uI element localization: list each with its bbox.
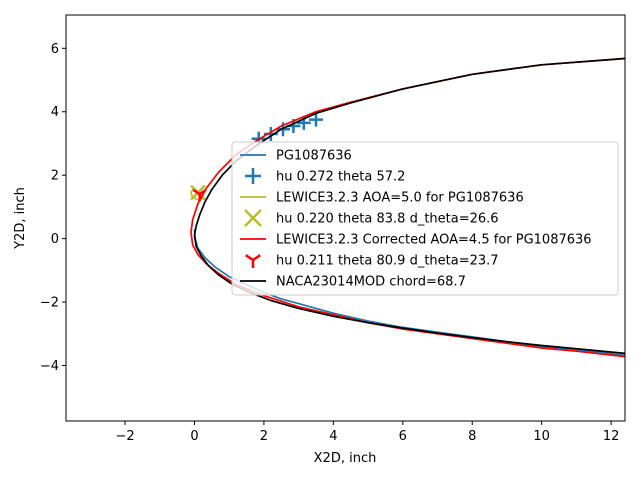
series-6 <box>193 57 625 355</box>
y-axis: −4 −2 0 2 4 6 <box>40 42 66 374</box>
legend-label: LEWICE3.2.3 Corrected AOA=4.5 for PG1087… <box>276 233 592 248</box>
x-tick-label: 8 <box>468 429 476 444</box>
legend-label: hu 0.211 theta 80.9 d_theta=23.7 <box>276 254 499 269</box>
x-tick-label: 6 <box>399 429 407 444</box>
y-tick-label: −2 <box>40 296 59 311</box>
x-tick-label: 10 <box>533 429 550 444</box>
legend-swatch <box>244 209 262 227</box>
y-axis-label: Y2D, inch <box>13 187 28 250</box>
legend-label: LEWICE3.2.3 AOA=5.0 for PG1087636 <box>276 191 524 206</box>
y-tick-label: 4 <box>51 105 59 120</box>
legend: PG1087636 hu 0.272 theta 57.2 LEWICE3.2.3 … <box>231 141 619 296</box>
legend-label: PG1087636 <box>276 149 352 164</box>
x-axis-label: X2D, inch <box>314 451 377 466</box>
series-line <box>193 57 625 355</box>
series-marker <box>308 112 323 127</box>
x-tick-label: 2 <box>260 429 268 444</box>
legend-frame <box>231 141 619 296</box>
x-tick-label: −2 <box>115 429 134 444</box>
series-5 <box>192 188 207 202</box>
x-tick-label: 12 <box>603 429 620 444</box>
x-axis: −2 0 2 4 6 8 10 12 <box>115 421 619 444</box>
series-layer <box>190 57 625 358</box>
legend-swatch <box>245 168 261 184</box>
y-tick-label: −4 <box>40 359 59 374</box>
y-tick-label: 6 <box>51 42 59 57</box>
y-tick-label: 2 <box>51 169 59 184</box>
x-tick-label: 4 <box>329 429 337 444</box>
legend-swatch <box>245 254 261 268</box>
x-tick-label: 0 <box>190 429 198 444</box>
legend-label: hu 0.220 theta 83.8 d_theta=26.6 <box>276 212 499 227</box>
plot-frame <box>65 14 626 422</box>
series-marker <box>192 188 207 202</box>
legend-label: NACA23014MOD chord=68.7 <box>276 275 466 290</box>
legend-label: hu 0.272 theta 57.2 <box>276 170 405 185</box>
y-tick-label: 0 <box>51 232 59 247</box>
